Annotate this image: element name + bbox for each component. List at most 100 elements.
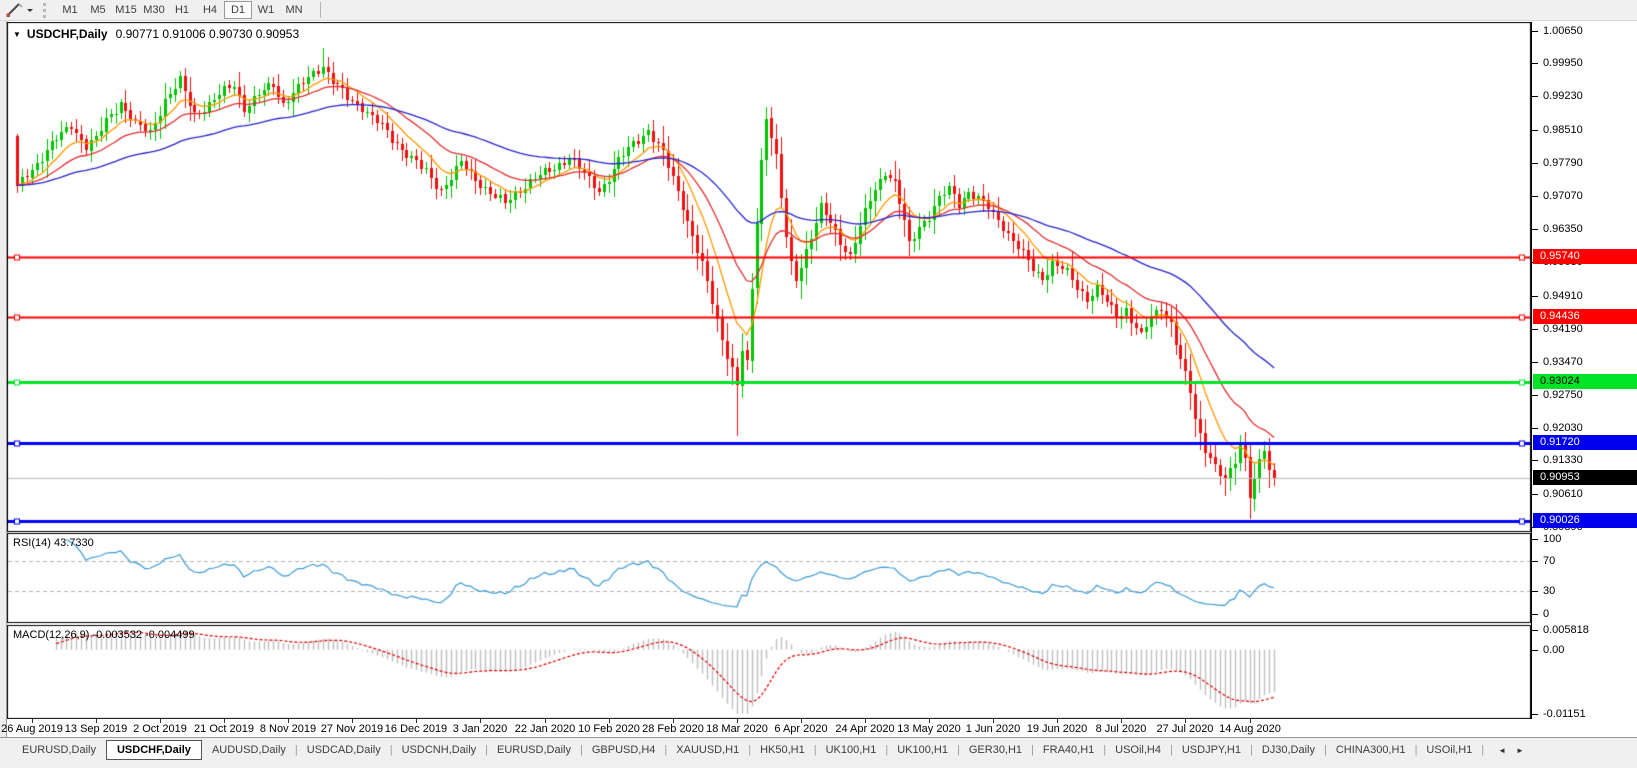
tab-dj30-daily[interactable]: DJ30,Daily xyxy=(1261,744,1315,756)
tab-usoil-h1[interactable]: USOil,H1 xyxy=(1426,744,1473,756)
price-axis[interactable]: 1.00650 0.99950 0.99230 0.98510 0.97790 0.970… xyxy=(1531,22,1637,720)
tab-eurusd-daily[interactable]: EURUSD,Daily xyxy=(497,744,571,756)
price-tick-mark xyxy=(1532,229,1538,231)
tabs-scroll-left-button[interactable]: ◄ xyxy=(1498,745,1507,755)
date-tick-mark xyxy=(865,719,866,723)
price-axis-tick: 0.90610 xyxy=(1532,487,1583,501)
chart-tab-bar: EURUSD,Daily USDCHF,Daily AUDUSD,Daily | USD… xyxy=(0,737,1637,762)
tab-audusd-daily[interactable]: AUDUSD,Daily xyxy=(211,744,286,756)
date-axis-label: 8 Nov 2019 xyxy=(259,723,317,735)
tab-hk50-h1[interactable]: HK50,H1 xyxy=(760,744,805,756)
date-tick-mark xyxy=(160,719,161,723)
tab-gbpusd-h4[interactable]: GBPUSD,H4 xyxy=(591,744,656,756)
tab-uk100-h1[interactable]: UK100,H1 xyxy=(825,744,877,756)
rsi-axis-tick: 100 xyxy=(1532,532,1561,546)
date-tick-mark xyxy=(288,719,289,723)
tab-ger30-h1[interactable]: GER30,H1 xyxy=(968,744,1023,756)
date-tick-mark xyxy=(609,719,610,723)
rsi-indicator-label: RSI(14) 43.7330 xyxy=(13,537,94,549)
timeframe-button-m15[interactable]: M15 xyxy=(115,4,137,16)
tab-fra40-h1[interactable]: FRA40,H1 xyxy=(1042,744,1095,756)
timeframe-button-d1[interactable]: D1 xyxy=(224,1,252,19)
date-axis-label: 21 Oct 2019 xyxy=(194,723,254,735)
tab-divider: | xyxy=(748,744,752,756)
tab-divider: | xyxy=(664,744,668,756)
date-axis-label: 6 Apr 2020 xyxy=(774,723,828,735)
timeframe-button-h4[interactable]: H4 xyxy=(202,4,218,16)
timeframe-button-m1[interactable]: M1 xyxy=(62,4,78,16)
macd-axis-tick: 0.00 xyxy=(1532,643,1564,657)
date-axis-label: 13 Sep 2019 xyxy=(64,723,128,735)
date-axis-label: 3 Jan 2020 xyxy=(452,723,508,735)
tab-uk100-h1[interactable]: UK100,H1 xyxy=(897,744,948,756)
price-tick-mark xyxy=(1532,162,1538,164)
date-axis-label: 16 Dec 2019 xyxy=(384,723,448,735)
timeframe-button-w1[interactable]: W1 xyxy=(257,4,275,16)
price-tick-mark xyxy=(1532,395,1538,397)
tab-xauusd-h1[interactable]: XAUUSD,H1 xyxy=(676,744,740,756)
toolbar-separator xyxy=(320,2,321,18)
price-tick-mark xyxy=(1532,96,1538,98)
tab-eurusd-daily[interactable]: EURUSD,Daily xyxy=(22,744,96,756)
price-tick-mark xyxy=(1532,195,1538,197)
price-axis-tick: 0.92030 xyxy=(1532,421,1583,435)
tab-usoil-h4[interactable]: USOil,H4 xyxy=(1115,744,1161,756)
price-axis-tick: 0.99950 xyxy=(1532,56,1583,70)
timeframe-button-m5[interactable]: M5 xyxy=(90,4,106,16)
tab-usdjpy-h1[interactable]: USDJPY,H1 xyxy=(1181,744,1241,756)
chart-ohlc-values: 0.90771 0.91006 0.90730 0.90953 xyxy=(115,27,300,41)
date-axis[interactable]: 26 Aug 2019 13 Sep 2019 2 Oct 2019 21 Oct 2… xyxy=(1,719,1637,737)
date-axis-label: 18 Mar 2020 xyxy=(706,723,768,735)
hline-price-label[interactable]: 0.90026 xyxy=(1533,512,1637,528)
chart-dropdown-arrow-icon[interactable]: ▼ xyxy=(13,30,21,39)
tab-usdcad-daily[interactable]: USDCAD,Daily xyxy=(306,744,381,756)
price-tick-mark xyxy=(1532,31,1538,32)
date-tick-mark xyxy=(545,719,546,723)
timeframe-button-mn[interactable]: MN xyxy=(285,4,303,16)
toolbar-dropdown-caret-icon[interactable] xyxy=(27,9,33,15)
tab-usdchf-daily[interactable]: USDCHF,Daily xyxy=(105,740,202,760)
price-tick-mark xyxy=(1532,295,1538,297)
chart-canvas[interactable] xyxy=(7,22,1531,719)
tab-divider: | xyxy=(294,744,298,756)
hline-price-label[interactable]: 0.94436 xyxy=(1533,309,1637,325)
chart-window: ▼ USDCHF,Daily 0.90771 0.91006 0.90730 0.9… xyxy=(0,21,1637,737)
date-tick-mark xyxy=(96,719,97,723)
price-axis-tick: 0.97790 xyxy=(1532,156,1583,170)
rsi-axis-tick: 0 xyxy=(1532,607,1549,621)
timeframe-button-m30[interactable]: M30 xyxy=(143,4,165,16)
price-axis-tick: 1.00650 xyxy=(1532,24,1583,38)
date-tick-mark xyxy=(1250,719,1251,723)
date-axis-label: 19 Jun 2020 xyxy=(1026,723,1088,735)
date-axis-label: 13 May 2020 xyxy=(897,723,961,735)
tab-divider: | xyxy=(1324,744,1327,756)
tab-usdcnh-daily[interactable]: USDCNH,Daily xyxy=(401,744,477,756)
chart-symbol-period: USDCHF,Daily xyxy=(26,27,108,41)
date-tick-mark xyxy=(32,719,33,723)
rsi-tick-mark xyxy=(1532,538,1538,540)
line-studies-icon[interactable] xyxy=(2,1,26,19)
price-tick-mark xyxy=(1532,129,1538,131)
date-tick-mark xyxy=(1185,719,1186,723)
hline-price-label[interactable]: 0.91720 xyxy=(1533,434,1637,450)
rsi-tick-mark xyxy=(1532,561,1538,562)
macd-tick-mark xyxy=(1532,714,1538,715)
date-axis-label: 22 Jan 2020 xyxy=(514,723,576,735)
date-tick-mark xyxy=(224,719,225,723)
date-axis-label: 27 Jul 2020 xyxy=(1156,723,1214,735)
timeframe-button-h1[interactable]: H1 xyxy=(174,4,190,16)
hline-price-label[interactable]: 0.93024 xyxy=(1533,374,1637,390)
current-price-label[interactable]: 0.90953 xyxy=(1533,469,1637,485)
date-tick-mark xyxy=(801,719,802,723)
price-axis-tick: 0.97070 xyxy=(1532,189,1583,203)
tab-china300-h1[interactable]: CHINA300,H1 xyxy=(1335,744,1406,756)
toolbar: M1 M5 M15 M30 H1 H4 D1 W1 MN xyxy=(0,0,1637,21)
macd-axis-tick: 0.005818 xyxy=(1532,623,1589,637)
toolbar-grip[interactable] xyxy=(43,2,47,18)
hline-price-label[interactable]: 0.95740 xyxy=(1533,249,1637,265)
macd-tick-mark xyxy=(1532,649,1538,651)
tabs-scroll-right-button[interactable]: ► xyxy=(1516,745,1524,755)
price-tick-mark xyxy=(1532,63,1538,65)
price-axis-tick: 0.98510 xyxy=(1532,123,1583,137)
